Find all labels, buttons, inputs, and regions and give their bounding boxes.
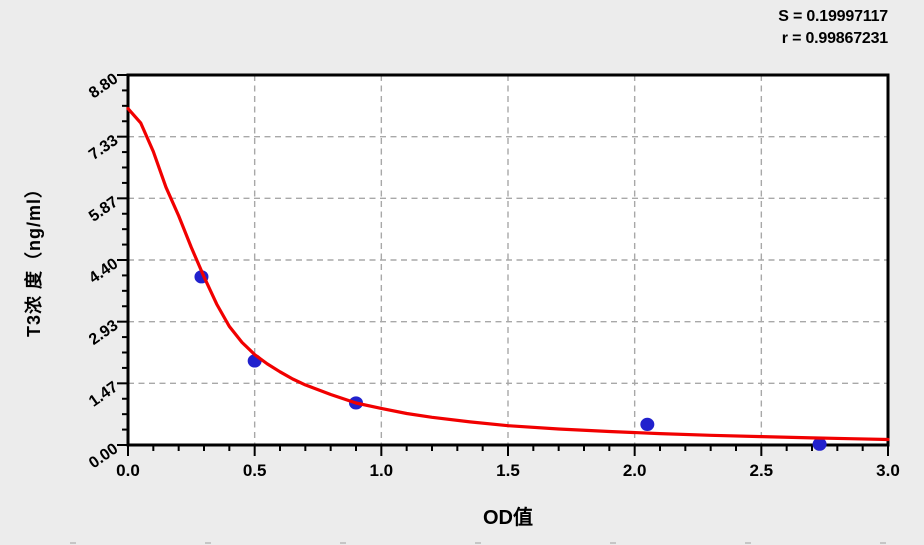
svg-text:1.47: 1.47 bbox=[86, 379, 121, 411]
svg-text:2.0: 2.0 bbox=[623, 461, 647, 480]
svg-text:2.93: 2.93 bbox=[86, 317, 121, 349]
y-axis-title: T3浓 度（ng/ml） bbox=[24, 178, 44, 338]
fit-statistics: S = 0.19997117 r = 0.99867231 bbox=[778, 6, 888, 50]
plot-border bbox=[126, 73, 890, 447]
grid-artifact-mark bbox=[880, 542, 886, 544]
grid-artifact-mark bbox=[70, 542, 76, 544]
y-tick-labels: 0.001.472.934.405.877.338.80 bbox=[86, 70, 121, 472]
stat-r: r = 0.99867231 bbox=[781, 30, 888, 47]
svg-text:0.5: 0.5 bbox=[243, 461, 267, 480]
svg-text:2.5: 2.5 bbox=[750, 461, 774, 480]
grid-artifact-mark bbox=[475, 542, 481, 544]
grid-artifact-mark bbox=[205, 542, 211, 544]
svg-text:0.0: 0.0 bbox=[116, 461, 140, 480]
x-tick-labels: 0.0 0.5 1.0 1.5 2.0 2.5 3.0 bbox=[116, 461, 900, 480]
svg-text:3.0: 3.0 bbox=[876, 461, 900, 480]
grid-artifact-mark bbox=[745, 542, 751, 544]
svg-text:8.80: 8.80 bbox=[86, 70, 121, 102]
svg-text:5.87: 5.87 bbox=[86, 194, 121, 226]
svg-text:1.5: 1.5 bbox=[496, 461, 520, 480]
stat-s: S = 0.19997117 bbox=[778, 8, 888, 25]
svg-text:1.0: 1.0 bbox=[370, 461, 394, 480]
grid-artifact-mark bbox=[340, 542, 346, 544]
data-points bbox=[194, 270, 827, 451]
grid-artifact-mark bbox=[610, 542, 616, 544]
fit-curve bbox=[126, 106, 890, 442]
x-axis-title: OD值 bbox=[483, 507, 533, 529]
svg-text:4.40: 4.40 bbox=[86, 255, 121, 287]
gridlines bbox=[128, 75, 888, 445]
svg-text:7.33: 7.33 bbox=[86, 132, 121, 164]
